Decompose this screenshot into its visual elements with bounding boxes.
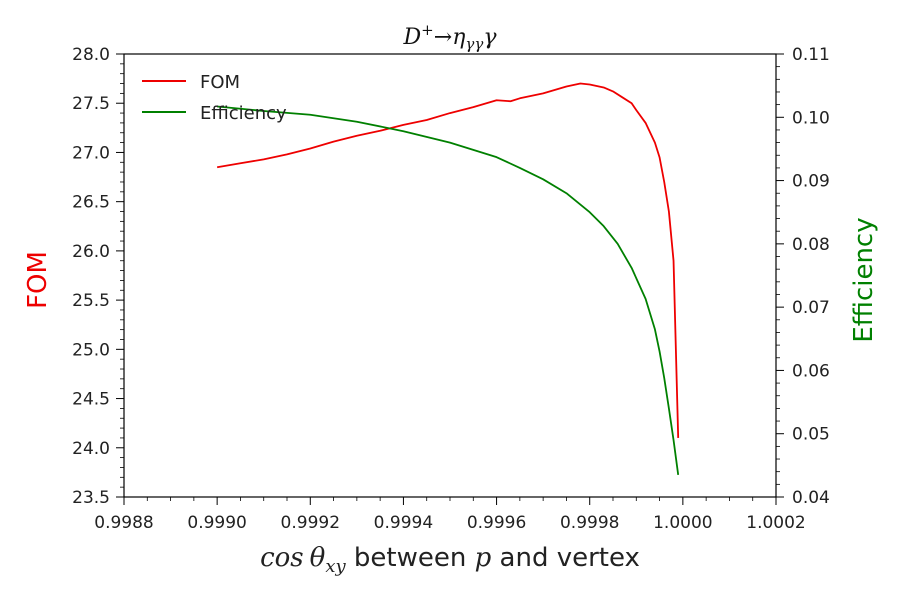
x-axis-ticks: 0.9988 0.9990 0.9992 0.9994 0.9996 0.9998 1.00… [94, 497, 806, 533]
series-line-fom [216, 82, 680, 438]
x-axis-label: cos θxy between p and vertex [260, 543, 640, 577]
x-tick-label: 1.0000 [653, 513, 712, 533]
y-right-tick-label: 0.07 [792, 298, 830, 318]
y-right-tick-label: 0.06 [792, 361, 830, 381]
y-right-tick-label: 0.10 [792, 108, 830, 128]
x-tick-label: 0.9998 [560, 513, 619, 533]
y-right-tick-label: 0.08 [792, 235, 830, 255]
y-left-tick-label: 25.0 [72, 340, 110, 360]
x-tick-label: 0.9990 [187, 513, 246, 533]
chart-title: D+→ηγγγ [403, 21, 498, 53]
y-right-axis-ticks: 0.04 0.05 0.06 0.07 0.08 0.09 0.10 0.11 [776, 45, 830, 508]
legend: FOM Efficiency [142, 72, 287, 124]
y-left-tick-label: 23.5 [72, 488, 110, 508]
y-left-axis-ticks: 23.5 24.0 24.5 25.0 25.5 26.0 26.5 27.0 27.5 28.0 [72, 45, 124, 508]
y-right-tick-label: 0.09 [792, 172, 830, 192]
y-left-tick-label: 26.0 [72, 242, 110, 262]
minor-ticks [120, 63, 780, 501]
y-right-tick-label: 0.05 [792, 425, 830, 445]
y-left-tick-label: 24.5 [72, 390, 110, 410]
y-left-tick-label: 25.5 [72, 291, 110, 311]
x-tick-label: 0.9996 [467, 513, 526, 533]
x-tick-label: 0.9994 [374, 513, 433, 533]
legend-label-fom: FOM [200, 72, 240, 93]
x-tick-label: 0.9992 [281, 513, 340, 533]
series-line-efficiency [217, 105, 680, 475]
y-right-tick-label: 0.04 [792, 488, 830, 508]
y-left-tick-label: 27.0 [72, 143, 110, 163]
y-left-tick-label: 27.5 [72, 94, 110, 114]
y-left-tick-label: 26.5 [72, 193, 110, 213]
y-left-axis-label: FOM [23, 251, 53, 309]
y-left-tick-label: 24.0 [72, 439, 110, 459]
legend-label-efficiency: Efficiency [200, 103, 287, 124]
y-right-axis-label: Efficiency [849, 217, 879, 342]
x-tick-label: 1.0002 [746, 513, 805, 533]
y-left-tick-label: 28.0 [72, 45, 110, 65]
y-right-tick-label: 0.11 [792, 45, 830, 65]
x-tick-label: 0.9988 [94, 513, 153, 533]
series-layer [216, 82, 680, 475]
